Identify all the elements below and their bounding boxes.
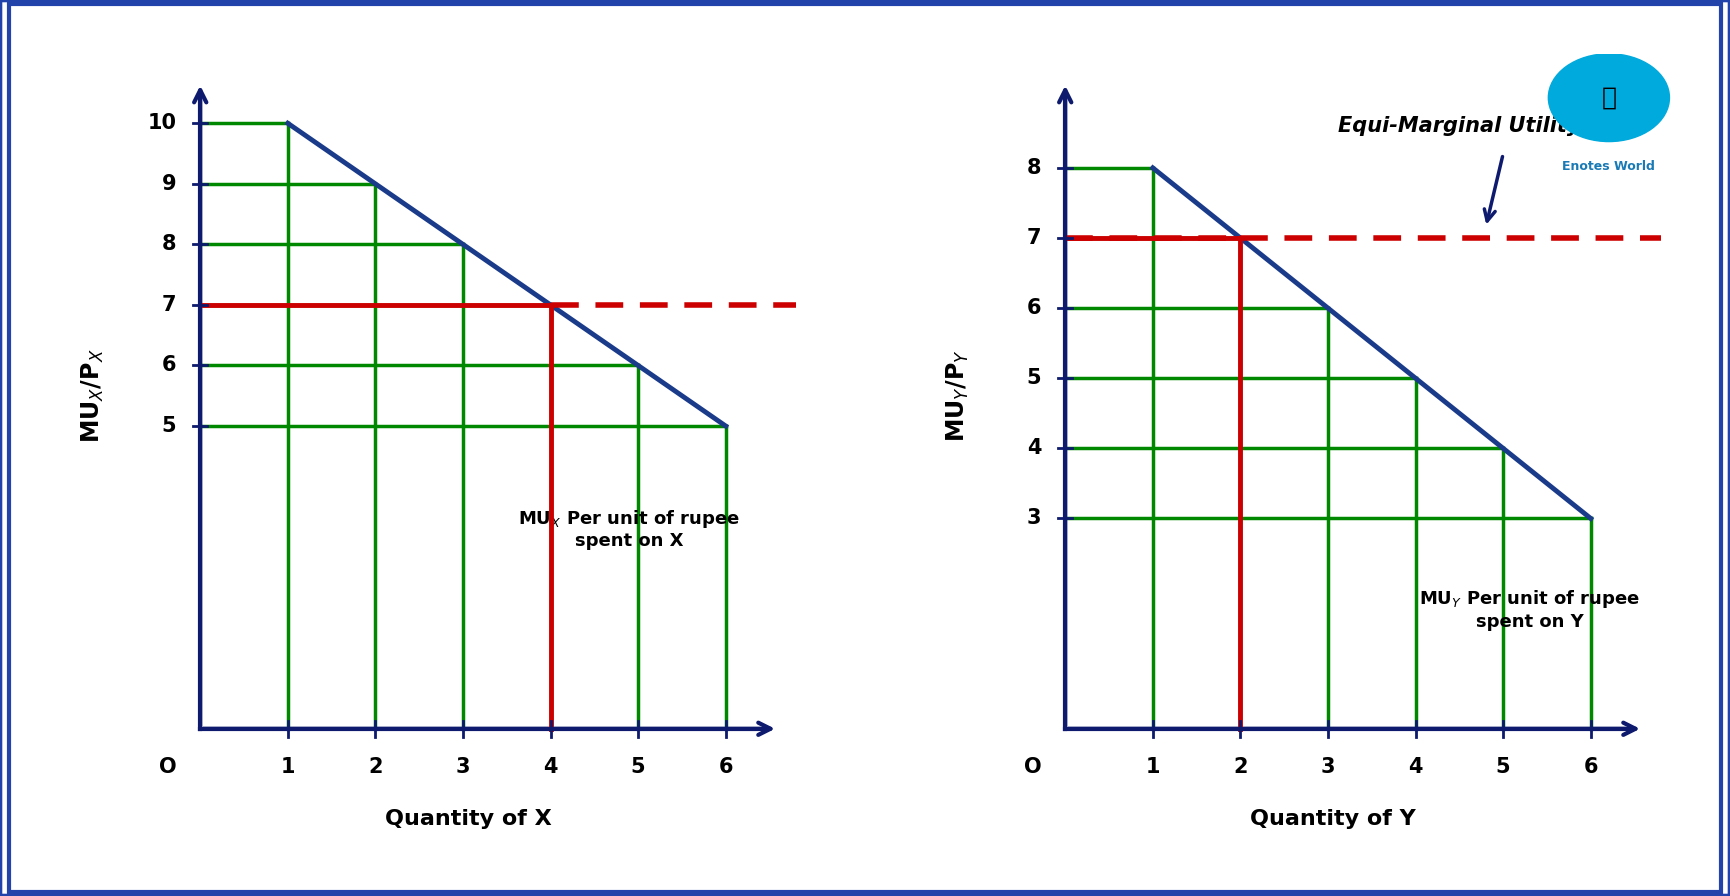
- Text: 5: 5: [1496, 757, 1510, 777]
- Text: 2: 2: [368, 757, 382, 777]
- Text: Quantity of Y: Quantity of Y: [1251, 809, 1417, 829]
- Text: MU$_Y$/P$_Y$: MU$_Y$/P$_Y$: [945, 349, 971, 443]
- Text: 5: 5: [163, 416, 176, 436]
- Text: 5: 5: [631, 757, 645, 777]
- Text: 3: 3: [1028, 508, 1041, 529]
- Text: 4: 4: [1028, 438, 1041, 459]
- Text: 5: 5: [1028, 368, 1041, 388]
- Text: 3: 3: [455, 757, 471, 777]
- Text: 3: 3: [1320, 757, 1336, 777]
- Text: MU$_X$/P$_X$: MU$_X$/P$_X$: [80, 349, 106, 444]
- Text: 1: 1: [280, 757, 296, 777]
- Text: 6: 6: [718, 757, 734, 777]
- Text: 4: 4: [1408, 757, 1422, 777]
- Text: 8: 8: [163, 235, 176, 254]
- Text: 7: 7: [163, 295, 176, 314]
- Text: 4: 4: [543, 757, 557, 777]
- Text: 6: 6: [1583, 757, 1599, 777]
- Text: MU$_X$ Per unit of rupee
spent on X: MU$_X$ Per unit of rupee spent on X: [519, 507, 740, 550]
- Text: 9: 9: [163, 174, 176, 194]
- Text: 10: 10: [147, 113, 176, 134]
- Text: 8: 8: [1028, 158, 1041, 178]
- Text: Quantity of X: Quantity of X: [384, 809, 552, 829]
- Text: 6: 6: [1028, 298, 1041, 318]
- Text: 6: 6: [163, 356, 176, 375]
- Text: Equi-Marginal Utility: Equi-Marginal Utility: [1337, 116, 1581, 136]
- Text: 1: 1: [1145, 757, 1161, 777]
- Text: 🎓: 🎓: [1602, 86, 1616, 109]
- Text: Enotes World: Enotes World: [1562, 160, 1656, 173]
- Text: MU$_Y$ Per unit of rupee
spent on Y: MU$_Y$ Per unit of rupee spent on Y: [1419, 588, 1640, 631]
- Text: O: O: [1024, 757, 1041, 777]
- Circle shape: [1548, 54, 1669, 142]
- Text: 7: 7: [1028, 228, 1041, 248]
- Text: 2: 2: [1233, 757, 1247, 777]
- Text: O: O: [159, 757, 176, 777]
